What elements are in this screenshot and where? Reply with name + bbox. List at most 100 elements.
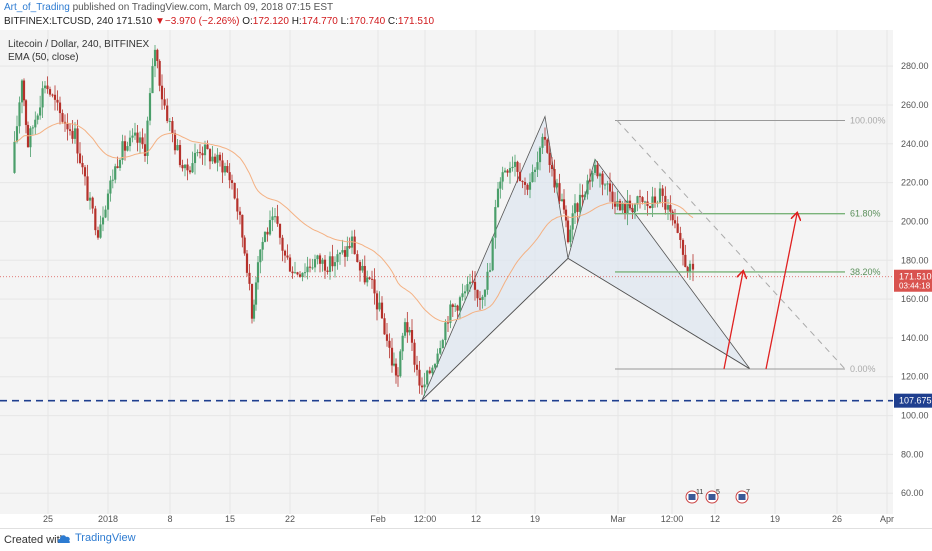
candle-body <box>18 102 21 127</box>
candle-body <box>641 197 644 202</box>
open-label: O: <box>242 16 253 27</box>
event-flag-icon-inner <box>688 494 696 500</box>
candle-body <box>53 94 57 100</box>
fib-retracement: 100.00% 61.80% 38.20% 0.00% <box>615 115 886 374</box>
price-tick-label: 60.00 <box>901 488 924 498</box>
candle-body <box>236 198 239 212</box>
candle-body <box>531 171 534 183</box>
time-axis[interactable]: 25 2018 8 15 22 Feb 12:00 12 19 Mar 12:00 12 19 26 Apr <box>43 514 894 524</box>
candle-body <box>499 181 502 189</box>
candle-body <box>418 369 421 386</box>
candle-body <box>591 172 594 182</box>
candle-body <box>276 216 279 224</box>
candle-body <box>101 217 105 225</box>
candle-body <box>73 128 77 139</box>
candle-body <box>596 164 599 177</box>
price-tick-label: 220.00 <box>901 178 929 188</box>
candle-body <box>186 164 189 171</box>
candle-body <box>461 293 464 298</box>
candle-body <box>176 145 179 151</box>
candle-body <box>136 132 139 143</box>
candle-body <box>181 165 184 169</box>
high-value: 174.770 <box>301 16 338 27</box>
candle-body <box>488 270 492 272</box>
candle-body <box>666 205 670 210</box>
quote-line: BITFINEX:LTCUSD, 240 171.510 ▼−3.970 (−2… <box>4 16 434 27</box>
candle-body <box>326 270 329 272</box>
event-flag-icon-inner <box>708 494 716 500</box>
candle-body <box>566 220 570 243</box>
price-chart[interactable]: 100.00% 61.80% 38.20% 0.00% 11 5 7 60.00 80.00… <box>0 30 932 528</box>
candle-body <box>356 254 359 263</box>
author-link[interactable]: Art_of_Trading <box>4 2 70 13</box>
candle-body <box>48 89 52 95</box>
time-tick-label: 8 <box>167 514 172 524</box>
tradingview-brand[interactable]: TradingView <box>56 532 136 544</box>
candle-body <box>361 265 364 271</box>
symbol-label: BITFINEX:LTCUSD, 240 <box>4 16 114 27</box>
candle-body <box>486 271 489 290</box>
candle-body <box>188 170 192 173</box>
time-tick-label: 25 <box>43 514 53 524</box>
chart-area[interactable]: 100.00% 61.80% 38.20% 0.00% 11 5 7 60.00 80.00… <box>0 30 932 528</box>
candle-body <box>560 199 564 202</box>
candle-body <box>573 203 577 214</box>
candle-body <box>254 282 258 305</box>
candle-body <box>61 113 64 122</box>
candle-body <box>208 149 212 162</box>
candle-body <box>34 119 37 128</box>
candle-body <box>688 263 692 273</box>
time-tick-label: 19 <box>530 514 540 524</box>
time-tick-label: 22 <box>285 514 295 524</box>
candle-body <box>286 255 289 258</box>
harmonic-pattern <box>421 115 751 401</box>
created-with-text: Created with <box>4 534 66 546</box>
candle-body <box>191 163 194 173</box>
candle-body <box>375 293 379 310</box>
last-price-label-bg <box>894 269 932 292</box>
candle-body <box>111 179 114 181</box>
candle-body <box>358 262 362 271</box>
time-tick-label: 26 <box>832 514 842 524</box>
candle-body <box>331 256 334 267</box>
support-price-label: 107.675 <box>899 396 932 406</box>
candle-body <box>193 152 197 164</box>
candle-body <box>323 259 327 271</box>
candle-body <box>138 137 142 143</box>
candle-body <box>168 121 171 123</box>
price-axis[interactable]: 60.00 80.00 100.00 120.00 140.00 160.00 180.00… <box>894 61 932 498</box>
candle-body <box>29 128 32 148</box>
candle-body <box>252 304 256 319</box>
candle-body <box>473 281 477 290</box>
price-tick-label: 160.00 <box>901 294 929 304</box>
price-tick-label: 200.00 <box>901 216 929 226</box>
candle-body <box>203 144 207 156</box>
candle-body <box>385 334 389 341</box>
time-tick-label: 2018 <box>98 514 118 524</box>
change-down-icon: ▼ <box>155 16 165 27</box>
high-label: H: <box>291 16 302 27</box>
candle-body <box>51 94 54 96</box>
candle-body <box>306 266 309 273</box>
candle-body <box>586 180 589 195</box>
price-tick-label: 240.00 <box>901 139 929 149</box>
candle-body <box>446 322 450 324</box>
candle-body <box>380 302 384 319</box>
candle-body <box>413 342 416 365</box>
price-tick-label: 260.00 <box>901 100 929 110</box>
close-value: 171.510 <box>397 16 435 27</box>
candle-body <box>328 256 332 272</box>
candle-body <box>494 207 497 238</box>
candle-body <box>368 277 371 279</box>
candle-body <box>131 135 134 138</box>
candle-body <box>36 115 39 120</box>
candle-body <box>114 166 117 180</box>
candle-body <box>206 144 209 150</box>
candle-body <box>415 364 419 370</box>
candle-body <box>245 253 249 273</box>
candle-body <box>226 166 229 173</box>
candle-body <box>256 262 260 283</box>
candle-body <box>410 330 414 343</box>
last-price-label: 171.510 <box>899 272 932 282</box>
candle-body <box>141 137 144 145</box>
